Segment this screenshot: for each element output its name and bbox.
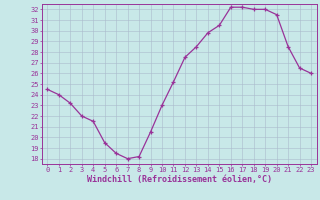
X-axis label: Windchill (Refroidissement éolien,°C): Windchill (Refroidissement éolien,°C) [87, 175, 272, 184]
